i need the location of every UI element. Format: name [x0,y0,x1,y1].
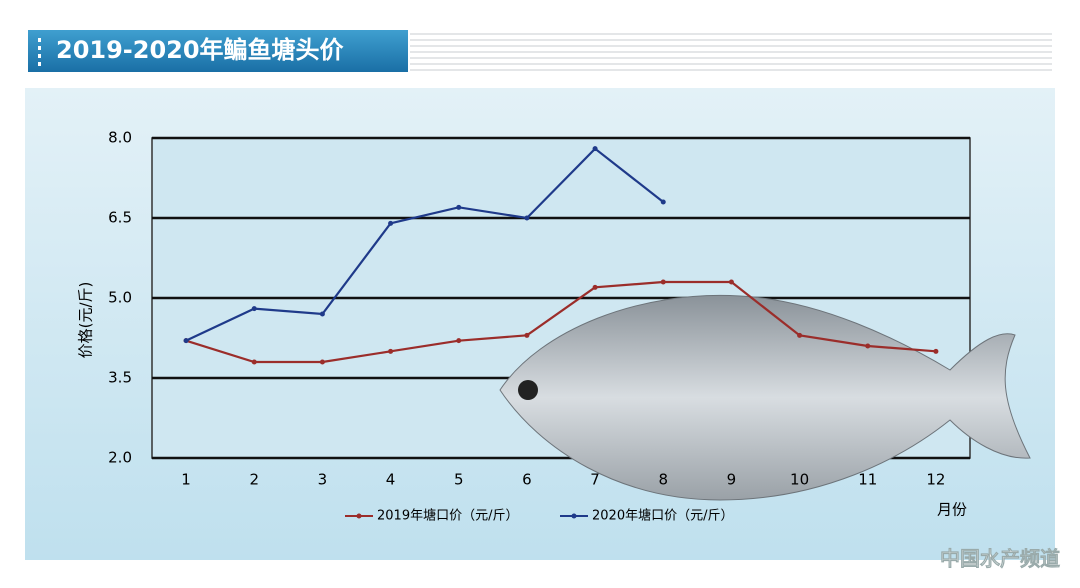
point [797,332,803,338]
point [251,306,257,312]
y-tick-label: 8.0 [108,129,132,147]
y-tick-label: 3.5 [108,369,132,387]
point [183,338,189,344]
legend-label: 2020年塘口价（元/斤） [592,508,733,524]
x-tick-label: 11 [858,471,877,489]
point [592,146,598,152]
point [456,204,462,210]
y-tick-label: 2.0 [108,449,132,467]
x-axis-label: 月份 [937,501,967,519]
line-series [185,147,664,342]
line-series [185,280,937,364]
legend-marker [356,513,362,519]
legend-marker [571,513,577,519]
x-tick-label: 4 [386,471,396,489]
point [524,215,530,221]
point [660,279,666,285]
banner-dots [38,38,41,66]
x-tick-label: 3 [318,471,328,489]
x-tick-label: 8 [658,471,668,489]
chart-title: 2019-2020年鳊鱼塘头价 [56,36,345,64]
point [319,359,325,365]
point [456,338,462,344]
point [251,359,257,365]
watermark: 中国水产频道 [940,547,1060,571]
point [388,220,394,226]
y-tick-label: 5.0 [108,289,132,307]
x-tick-label: 9 [727,471,737,489]
point [660,199,666,205]
title-banner [28,30,408,72]
point [524,332,530,338]
x-tick-label: 6 [522,471,532,489]
point [388,348,394,354]
legend-label: 2019年塘口价（元/斤） [377,508,518,524]
point [933,348,939,354]
y-tick-label: 6.5 [108,209,132,227]
x-tick-label: 10 [790,471,809,489]
x-tick-label: 2 [249,471,259,489]
point [319,311,325,317]
y-axis-label: 价格(元/斤) [77,282,95,359]
point [592,284,598,290]
point [728,279,734,285]
point [865,343,871,349]
fish-eye [518,380,538,400]
stripes [410,33,1052,71]
x-tick-label: 5 [454,471,464,489]
fish-illustration [499,294,1031,501]
x-tick-label: 12 [926,471,945,489]
x-tick-label: 7 [590,471,600,489]
x-tick-label: 1 [181,471,191,489]
